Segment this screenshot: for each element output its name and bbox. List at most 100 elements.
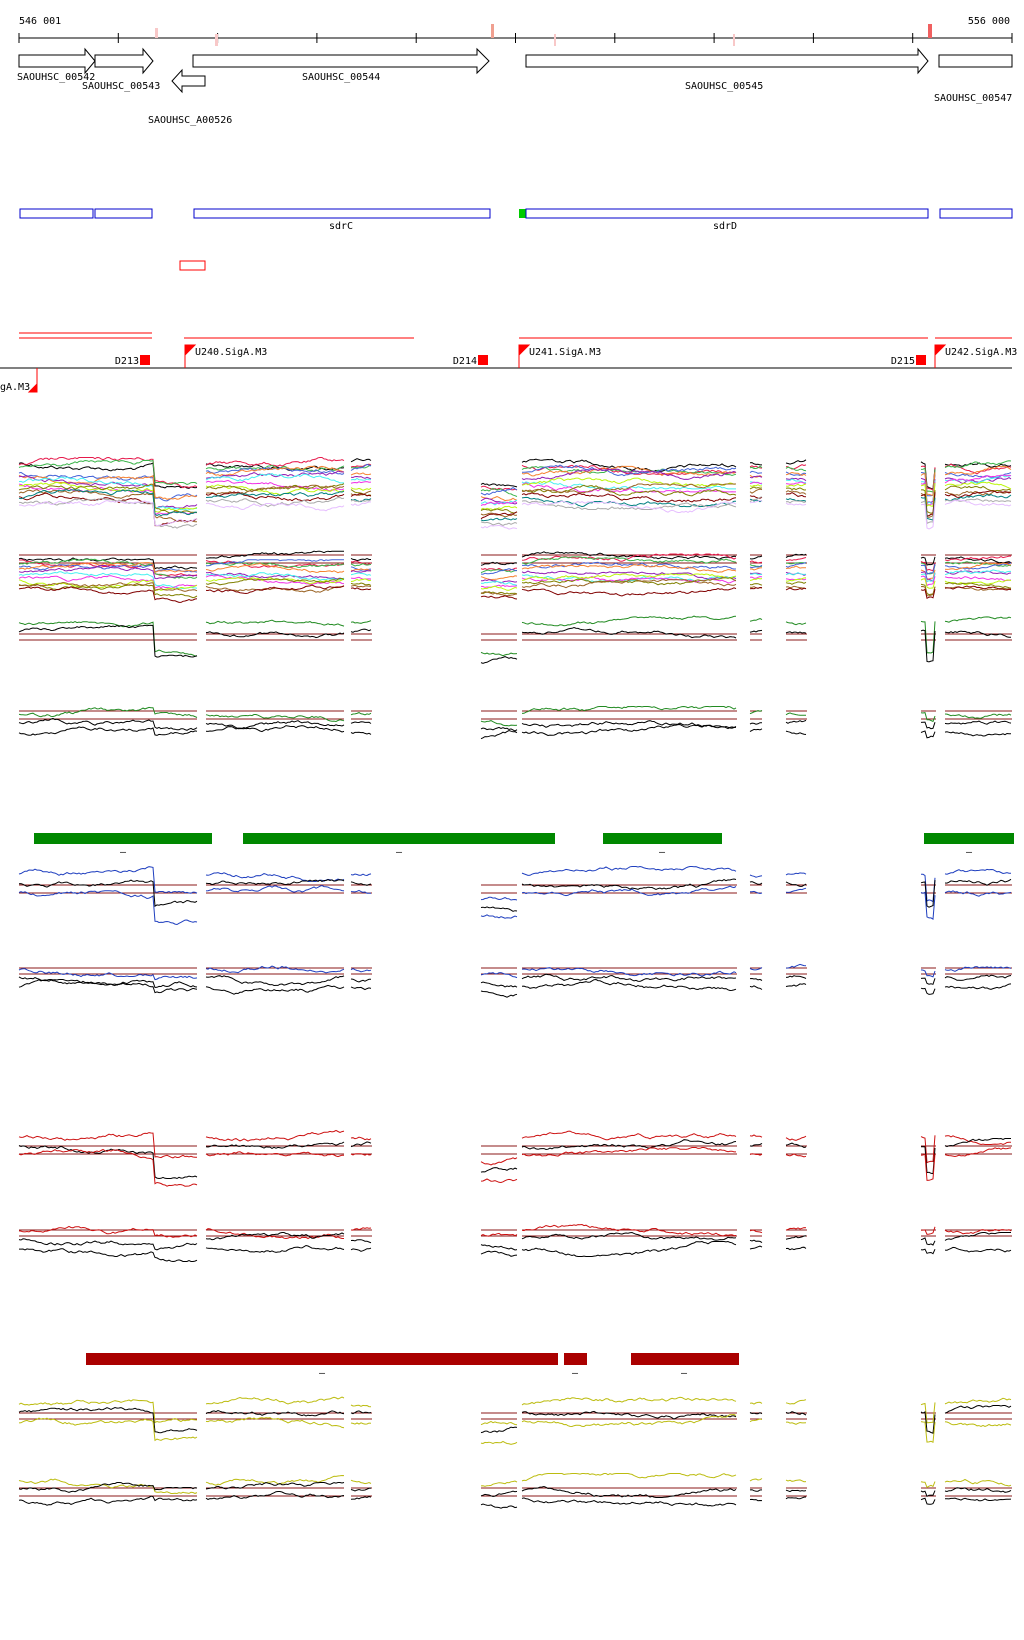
signal-line bbox=[521, 626, 737, 639]
annotation-box[interactable] bbox=[193, 208, 491, 219]
signal-line bbox=[944, 498, 1012, 503]
small-feature-box[interactable] bbox=[179, 260, 206, 271]
promoter-flag[interactable] bbox=[934, 344, 947, 368]
signal-line bbox=[480, 1178, 518, 1184]
signal-line bbox=[749, 499, 763, 504]
signal-line bbox=[18, 979, 198, 994]
gene-arrow[interactable] bbox=[94, 47, 154, 75]
signal-line bbox=[480, 487, 518, 496]
ruler-marker bbox=[155, 28, 158, 38]
signal-line bbox=[521, 1139, 737, 1151]
signal-line bbox=[944, 474, 1012, 484]
signal-line bbox=[944, 555, 1011, 562]
promoter-label: gA.M3 bbox=[0, 382, 30, 393]
gene-label: SAOUHSC_00543 bbox=[82, 81, 160, 92]
signal-line bbox=[350, 568, 372, 572]
signal-line bbox=[205, 714, 345, 723]
signal-line bbox=[920, 1497, 936, 1505]
red-region-bar[interactable] bbox=[564, 1353, 587, 1365]
gene-label: SAOUHSC_A00526 bbox=[148, 115, 232, 126]
signal-line bbox=[785, 983, 807, 987]
annotation-label: sdrD bbox=[713, 221, 737, 232]
green-region-bar[interactable] bbox=[603, 833, 722, 844]
signal-line bbox=[944, 462, 1012, 468]
signal-line bbox=[785, 963, 807, 969]
signal-line bbox=[521, 1497, 737, 1507]
green-region-bar[interactable] bbox=[243, 833, 555, 844]
signal-line bbox=[205, 484, 345, 496]
signal-line bbox=[749, 1478, 763, 1482]
signal-line bbox=[350, 1404, 372, 1408]
signal-line bbox=[944, 465, 1012, 476]
signal-line bbox=[350, 582, 372, 586]
signal-line bbox=[350, 1495, 372, 1500]
signal-line bbox=[921, 1146, 936, 1175]
signal-line bbox=[944, 585, 1012, 591]
signal-line bbox=[920, 465, 936, 491]
signal-line bbox=[749, 1229, 763, 1234]
green-region-bar[interactable] bbox=[924, 833, 1014, 844]
signal-line bbox=[920, 588, 936, 600]
gene-arrow[interactable] bbox=[171, 68, 206, 94]
annotation-box[interactable] bbox=[939, 208, 1013, 219]
signal-line bbox=[944, 1135, 1012, 1146]
annotation-box[interactable] bbox=[19, 208, 94, 219]
green-condition-track-1 bbox=[18, 615, 1012, 664]
annotation-label: sdrC bbox=[329, 221, 353, 232]
signal-line bbox=[350, 499, 372, 503]
terminator-marker[interactable] bbox=[916, 355, 926, 365]
signal-line bbox=[785, 1142, 807, 1149]
green-region-bar[interactable] bbox=[34, 833, 212, 844]
terminator-marker[interactable] bbox=[140, 355, 150, 365]
region-bar-mark: – bbox=[681, 1368, 688, 1379]
signal-line bbox=[521, 500, 737, 513]
signal-line bbox=[18, 483, 198, 514]
signal-line bbox=[521, 1472, 737, 1482]
terminator-marker[interactable] bbox=[478, 355, 488, 365]
signal-line bbox=[785, 881, 807, 887]
signal-line bbox=[205, 720, 345, 730]
signal-line bbox=[749, 1134, 763, 1138]
signal-line bbox=[785, 1135, 807, 1141]
terminator-label: D215 bbox=[891, 356, 915, 367]
signal-line bbox=[480, 720, 518, 727]
red-region-bar[interactable] bbox=[631, 1353, 739, 1365]
signal-line bbox=[18, 621, 198, 657]
signal-line bbox=[785, 490, 807, 495]
annotation-box[interactable] bbox=[525, 208, 929, 219]
signal-line bbox=[944, 586, 1012, 591]
signal-line bbox=[749, 967, 763, 971]
gene-arrow[interactable] bbox=[18, 47, 96, 75]
signal-line bbox=[785, 1153, 807, 1158]
signal-line bbox=[480, 1426, 518, 1434]
promoter-flag[interactable] bbox=[27, 368, 38, 393]
signal-line bbox=[480, 1503, 518, 1509]
signal-line bbox=[944, 974, 1012, 981]
signal-line bbox=[785, 1496, 807, 1500]
signal-line bbox=[18, 558, 198, 579]
signal-line bbox=[350, 498, 372, 503]
gene-arrow[interactable] bbox=[525, 47, 929, 75]
gene-arrow[interactable] bbox=[938, 54, 1013, 68]
red-region-bar[interactable] bbox=[86, 1353, 558, 1365]
signal-line bbox=[749, 498, 763, 503]
signal-line bbox=[920, 563, 936, 575]
promoter-flag[interactable] bbox=[184, 344, 197, 368]
signal-line bbox=[18, 1132, 198, 1159]
signal-line bbox=[749, 618, 763, 622]
signal-line bbox=[749, 1489, 763, 1492]
signal-line bbox=[749, 1142, 763, 1147]
promoter-flag[interactable] bbox=[518, 344, 531, 368]
signal-line bbox=[920, 1402, 936, 1424]
gene-arrow[interactable] bbox=[192, 47, 490, 75]
signal-line bbox=[521, 723, 737, 737]
signal-line bbox=[944, 720, 1012, 725]
signal-line bbox=[944, 481, 1012, 490]
signal-line bbox=[480, 521, 518, 526]
signal-line bbox=[480, 501, 518, 506]
signal-line bbox=[944, 493, 1012, 502]
signal-line bbox=[785, 572, 807, 576]
signal-line bbox=[521, 973, 737, 982]
signal-line bbox=[749, 577, 763, 581]
annotation-box[interactable] bbox=[94, 208, 153, 219]
